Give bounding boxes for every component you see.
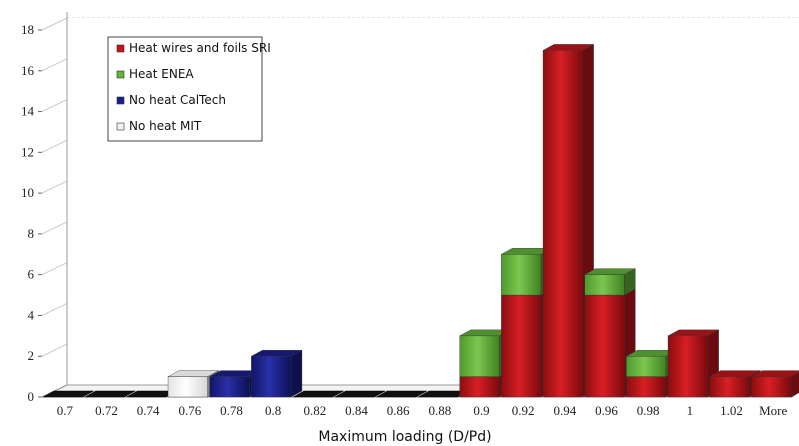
bar-zero-0.7 [42,390,94,398]
y-tick-label: 14 [21,104,35,119]
gridline-side [41,139,68,153]
y-tick-label: 0 [28,389,35,404]
bars [42,44,799,398]
gridline-side [41,221,68,235]
gridline-side [41,17,68,31]
x-tick-labels: 0.7 0.72 0.74 0.76 0.78 0.8 0.82 0.84 0.86 0.88 0.… [57,403,788,418]
x-axis-label: Maximum loading (D/Pd) [318,429,491,445]
y-tick-label: 18 [21,22,34,37]
x-tick-label: 0.88 [428,403,451,418]
y-tick-label: 16 [21,63,35,78]
x-tick-label: 0.74 [137,403,160,418]
legend-box [107,36,263,142]
x-tick-label: 0.96 [595,403,618,418]
bar-zero-0.72 [84,390,136,398]
y-tick-label: 10 [21,185,34,200]
legend-label: No heat MIT [129,119,202,133]
legend-swatch [116,96,125,105]
legend-label: No heat CalTech [129,93,226,107]
x-tick-label: 0.76 [178,403,201,418]
bar-heat-wires-and-foils-sri-More [751,370,799,398]
x-tick-label: 0.84 [345,403,368,418]
x-tick-label: 0.94 [553,403,576,418]
x-tick-label: 0.78 [220,403,243,418]
bar-heat-wires-and-foils-sri-1 [667,329,719,398]
gridline-side [41,262,68,276]
gridline-side [41,302,68,316]
x-tick-label: 0.92 [512,403,535,418]
x-tick-label: 0.98 [637,403,660,418]
gridline-side [41,99,68,113]
x-tick-label: 0.9 [473,403,489,418]
bar-heat-enea-0.96 [584,268,636,296]
y-tick-labels: 0 2 4 6 8 10 12 14 16 18 [21,22,42,404]
y-tick-label: 4 [28,307,35,322]
bar-no-heat-caltech-0.8 [251,349,303,398]
x-tick-label: 0.82 [303,403,326,418]
y-tick-label: 8 [28,226,35,241]
bar-zero-0.84 [334,390,386,398]
legend-label: Heat ENEA [129,67,194,81]
x-tick-label: 0.72 [95,403,118,418]
gridline-side [41,343,68,357]
y-tick-label: 12 [21,144,34,159]
x-tick-label: 0.7 [57,403,74,418]
x-tick-label: 0.86 [387,403,410,418]
legend-swatch [116,70,125,79]
bar-zero-0.86 [376,390,428,398]
bar-heat-enea-0.92 [501,247,553,296]
gridline-side [41,180,68,194]
y-tick-label: 2 [28,348,35,363]
x-tick-label: More [759,403,787,418]
bar-zero-0.82 [292,390,344,398]
x-tick-label: 1.02 [720,403,743,418]
legend-label: Heat wires and foils SRI [129,41,271,55]
gridline-side [41,58,68,72]
x-tick-label: 1 [687,403,694,418]
y-tick-label: 6 [28,267,35,282]
legend-swatch [116,44,125,53]
x-tick-label: 0.8 [265,403,281,418]
legend-swatch [116,122,125,131]
legend: Heat wires and foils SRI Heat ENEA No heat… [107,36,271,142]
